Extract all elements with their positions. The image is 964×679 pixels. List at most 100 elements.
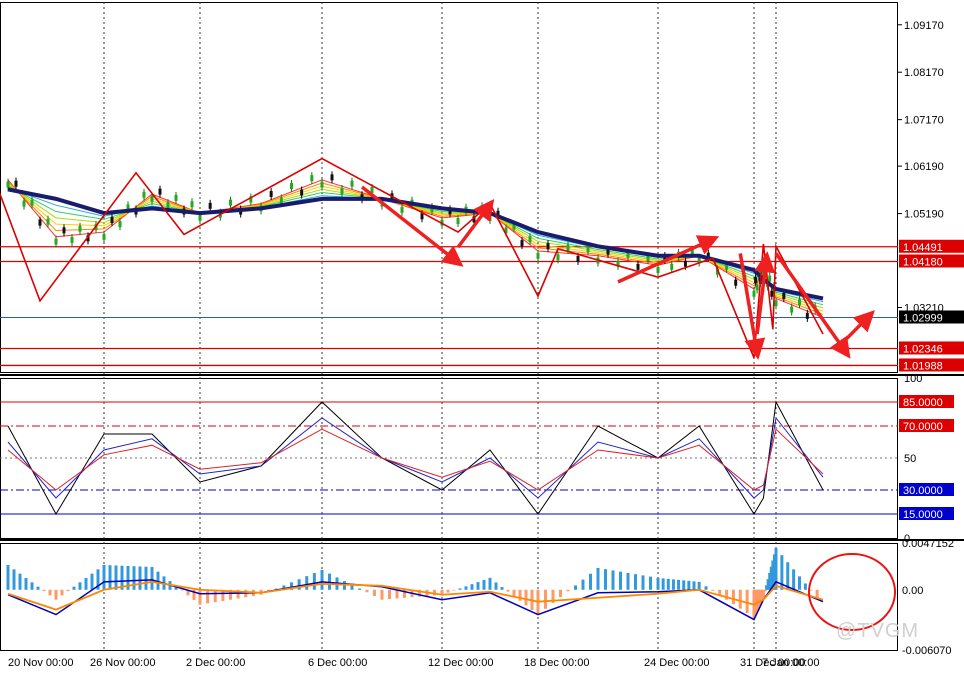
candle-body xyxy=(690,248,694,255)
macd-histogram-bar xyxy=(192,589,196,600)
candle-body xyxy=(715,268,719,275)
macd-histogram-bar xyxy=(763,589,767,592)
macd-histogram-bar xyxy=(704,586,708,590)
macd-histogram-bar xyxy=(156,571,160,590)
macd-histogram-bar xyxy=(221,589,225,601)
candle-body xyxy=(546,243,550,250)
macd-histogram-bar xyxy=(815,589,819,598)
level-tag xyxy=(899,341,964,355)
macd-histogram-bar xyxy=(596,567,600,590)
macd-histogram-bar xyxy=(36,586,40,590)
macd-histogram-bar xyxy=(682,580,686,590)
candle-body xyxy=(520,240,524,247)
macd-histogram-bar xyxy=(297,579,301,590)
macd-histogram-bar xyxy=(766,579,770,590)
trend-arrow xyxy=(754,251,776,335)
macd-histogram-bar xyxy=(692,581,696,590)
oscillator-line xyxy=(7,416,824,499)
macd-histogram-bar xyxy=(458,588,462,590)
osc-level-label: 85.0000 xyxy=(903,397,943,409)
macd-histogram-bar xyxy=(144,566,148,590)
macd-histogram-bar xyxy=(229,589,232,600)
candle-body xyxy=(46,218,50,225)
macd-histogram-bar xyxy=(488,577,492,590)
macd-histogram-bar xyxy=(512,589,516,597)
macd-histogram-bar xyxy=(236,589,240,599)
candle-body xyxy=(54,238,58,245)
x-tick-label: 6 Dec 00:00 xyxy=(308,657,367,669)
candle-body xyxy=(38,219,42,226)
macd-histogram-bar xyxy=(768,572,772,590)
price-y-tick-label: 1.07170 xyxy=(904,115,944,127)
macd-histogram-bar xyxy=(365,589,369,593)
macd-histogram-bar xyxy=(544,589,547,609)
macd-histogram-bar xyxy=(774,548,778,590)
macd-histogram-bar xyxy=(274,588,278,590)
candle-body xyxy=(118,221,122,228)
candle-body xyxy=(566,244,570,251)
macd-histogram-bar xyxy=(792,569,796,590)
macd-histogram-bar xyxy=(452,589,456,591)
trend-arrow xyxy=(360,185,464,267)
current-price-label: 1.02999 xyxy=(903,312,943,324)
trend-arrow xyxy=(738,253,766,360)
candle-body xyxy=(70,236,74,243)
macd-histogram-bar xyxy=(66,589,70,592)
macd-histogram-bar xyxy=(524,589,528,606)
osc-y-tick-label: 0 xyxy=(904,533,910,545)
candle-body xyxy=(350,180,354,187)
candle-body xyxy=(198,214,202,221)
macd-histogram-bar xyxy=(506,589,510,592)
macd-histogram-bar xyxy=(446,589,450,593)
candle-body xyxy=(496,210,500,217)
macd-histogram-bar xyxy=(687,580,691,590)
level-tag-label: 1.04491 xyxy=(903,242,943,254)
macd-histogram-bar xyxy=(604,569,607,590)
candle-body xyxy=(370,187,374,194)
macd-histogram-bar xyxy=(174,585,178,590)
macd-histogram-bar xyxy=(60,589,64,596)
macd-histogram-bar xyxy=(24,577,28,590)
candle-body xyxy=(755,284,759,291)
candle-body xyxy=(586,246,590,253)
candle-body xyxy=(646,254,650,261)
candle-body xyxy=(174,194,178,201)
candle-body xyxy=(166,202,170,209)
macd-histogram-bar xyxy=(132,566,136,590)
macd-histogram-bar xyxy=(395,589,399,599)
macd-histogram-bar xyxy=(358,588,361,590)
macd-histogram-bar xyxy=(671,579,675,590)
price-y-tick-label: 1.08170 xyxy=(904,67,944,79)
macd-histogram-bar xyxy=(418,589,421,597)
macd-histogram-bar xyxy=(765,585,769,590)
macd-histogram-bar xyxy=(464,586,468,590)
candle-body xyxy=(636,263,640,270)
macd-histogram-bar xyxy=(206,589,210,604)
x-tick-label: 7 Jan 00:00 xyxy=(762,657,820,669)
candle-body xyxy=(805,312,809,319)
macd-histogram-bar xyxy=(380,589,384,600)
macd-histogram-bar xyxy=(186,589,190,596)
macd-histogram-bar xyxy=(677,579,681,590)
x-tick-label: 26 Nov 00:00 xyxy=(90,657,155,669)
x-tick-label: 2 Dec 00:00 xyxy=(186,657,245,669)
candle-body xyxy=(536,252,540,259)
macd-y-tick-label: 0.00 xyxy=(902,585,923,597)
candle-body xyxy=(626,251,630,258)
candle-body xyxy=(290,183,293,190)
macd-y-tick-label: 0.0047152 xyxy=(902,538,954,550)
macd-histogram-bar xyxy=(373,589,376,596)
candle-body xyxy=(576,255,580,262)
macd-histogram-bar xyxy=(42,589,46,592)
macd-histogram-bar xyxy=(626,572,630,590)
watermark-text: @TVGM xyxy=(836,620,920,642)
x-tick-label: 24 Dec 00:00 xyxy=(644,657,709,669)
level-tag-label: 1.01988 xyxy=(903,360,943,372)
candle-body xyxy=(774,300,778,307)
candle-body xyxy=(656,267,660,274)
candle-body xyxy=(22,200,26,207)
candle-body xyxy=(126,204,130,211)
macd-histogram-bar xyxy=(500,587,504,590)
candle-body xyxy=(782,292,786,299)
